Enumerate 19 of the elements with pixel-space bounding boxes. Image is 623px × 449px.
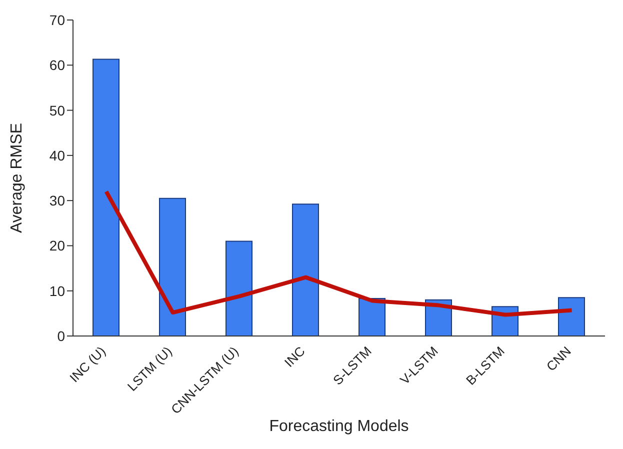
y-tick-label: 10 bbox=[49, 282, 66, 299]
x-tick-label: INC bbox=[281, 344, 308, 370]
y-tick-label: 30 bbox=[49, 192, 66, 209]
y-tick-label: 70 bbox=[49, 12, 66, 28]
x-axis-title: Forecasting Models bbox=[269, 418, 409, 435]
bar bbox=[92, 58, 120, 336]
y-axis-title: Average RMSE bbox=[8, 123, 26, 233]
y-tick-label: 0 bbox=[57, 328, 66, 344]
y-tick-label: 50 bbox=[49, 102, 66, 118]
line-series bbox=[104, 190, 574, 317]
bar bbox=[226, 240, 252, 336]
y-tick-label: 20 bbox=[49, 238, 66, 254]
bar bbox=[159, 198, 186, 336]
y-tick-label: 40 bbox=[49, 147, 66, 164]
bar bbox=[358, 298, 386, 336]
x-tick-label: INC (U) bbox=[66, 344, 108, 386]
bar bbox=[292, 204, 319, 336]
y-tick-label: 60 bbox=[49, 57, 66, 74]
bar bbox=[558, 297, 585, 336]
